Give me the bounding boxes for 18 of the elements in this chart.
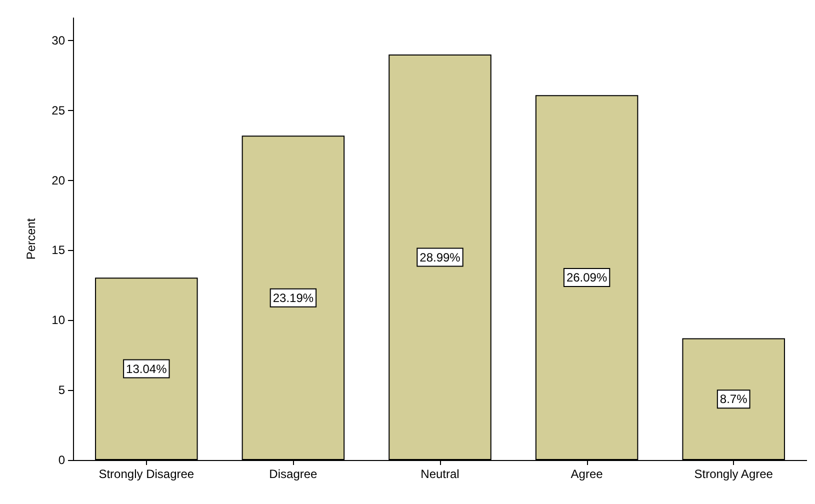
data-label: 13.04% [126,362,168,376]
y-tick-label: 20 [52,173,66,188]
y-tick-label: 25 [52,103,66,118]
y-tick-label: 30 [52,33,66,48]
x-tick-label: Strongly Agree [694,467,774,481]
y-tick-label: 10 [52,313,66,328]
x-tick-label: Neutral [420,467,460,481]
x-tick-label: Disagree [269,467,318,481]
data-label: 26.09% [566,270,608,285]
x-tick-label: Strongly Disagree [98,467,194,481]
data-label: 8.7% [720,392,748,406]
y-tick-label: 15 [52,243,66,258]
y-tick-label: 0 [58,453,66,467]
data-label: 23.19% [272,290,314,305]
data-label: 28.99% [420,250,461,264]
x-tick-label: Agree [570,467,604,481]
y-axis-title: Percent [24,218,38,260]
y-tick-label: 5 [58,383,66,398]
